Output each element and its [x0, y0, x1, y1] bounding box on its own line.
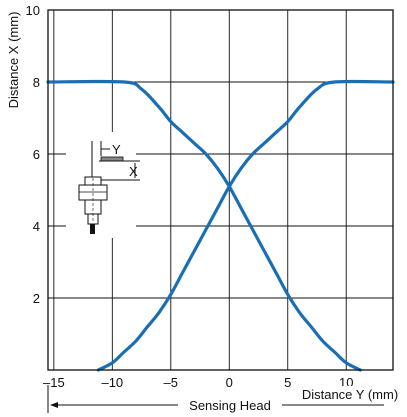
- y-axis-label: Distance X (mm): [6, 12, 21, 109]
- series-line-1: [46, 79, 362, 372]
- series-layer: [46, 79, 395, 372]
- x-tick-label: 5: [284, 375, 291, 390]
- series-line-2: [96, 79, 395, 372]
- x-tick-label: –15: [43, 375, 65, 390]
- diagram-x-label: X: [129, 164, 138, 179]
- y-tick-label: 4: [33, 219, 40, 234]
- sensor-diagram: [66, 132, 140, 238]
- x-tick-label: 0: [226, 375, 233, 390]
- x-tick-label: –5: [164, 375, 178, 390]
- sensing-head-arrow: [47, 385, 384, 413]
- plot-frame: [47, 9, 394, 371]
- y-tick-label: 8: [33, 75, 40, 90]
- x-tick-label: –10: [101, 375, 123, 390]
- y-tick-label: 2: [33, 291, 40, 306]
- x-axis-label: Distance Y (mm): [302, 387, 398, 402]
- y-tick-label: 6: [33, 147, 40, 162]
- sensing-head-label: Sensing Head: [189, 398, 271, 413]
- y-tick-label: 10: [26, 3, 40, 18]
- diagram-y-label: Y: [112, 142, 121, 157]
- x-axis-label-backing: [294, 386, 407, 404]
